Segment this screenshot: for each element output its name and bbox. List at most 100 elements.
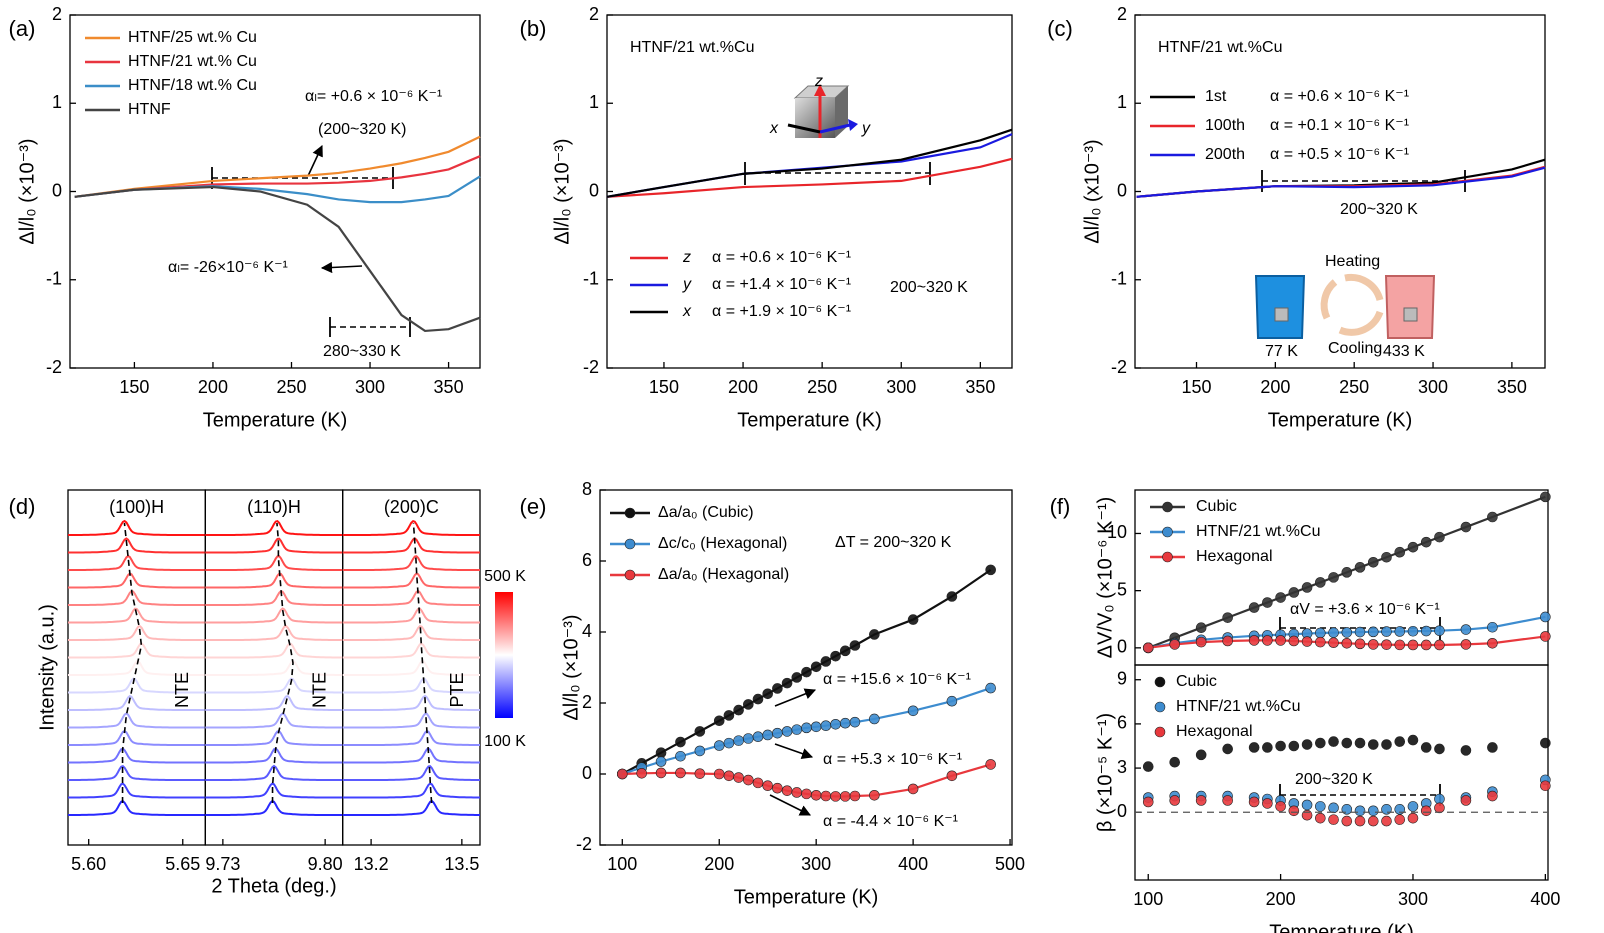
data-point: [772, 727, 783, 739]
legend-alpha: α = +0.5 × 10⁻⁶ K⁻¹: [1270, 146, 1409, 163]
colorbar-label: 100 K: [484, 733, 526, 750]
series-line: [74, 155, 481, 198]
data-point: [1487, 637, 1498, 649]
x-tick-label: 13.2: [354, 854, 389, 874]
x-tick-label: 150: [1181, 377, 1211, 397]
x-tick-label: 200: [704, 854, 734, 874]
y-tick-label: -2: [583, 357, 599, 377]
data-point: [1540, 611, 1551, 623]
colorbar-label: 500 K: [484, 568, 526, 585]
spectrum: [342, 589, 480, 606]
data-point: [1381, 739, 1392, 750]
spectrum: [342, 694, 480, 711]
y-tick-label: 6: [1117, 713, 1127, 733]
legend-marker: [1162, 551, 1173, 563]
data-point: [1367, 556, 1379, 568]
spectrum: [342, 765, 480, 781]
y-tick-label: 4: [582, 621, 592, 641]
cube-axis-label: y: [861, 120, 871, 137]
data-point: [1460, 795, 1472, 806]
data-point: [1420, 536, 1432, 548]
data-point: [1301, 582, 1313, 593]
data-point: [907, 614, 919, 625]
data-point: [1420, 625, 1432, 637]
spectrum: [342, 729, 480, 746]
data-point: [781, 785, 793, 796]
legend-alpha: α = +1.4 × 10⁻⁶ K⁻¹: [712, 276, 851, 293]
data-point: [1248, 602, 1260, 613]
data-point: [1407, 801, 1419, 812]
data-point: [1381, 626, 1392, 637]
spectrum: [68, 764, 206, 781]
y-tick-label: 2: [1117, 4, 1127, 24]
data-point: [1434, 743, 1445, 755]
data-point: [1315, 801, 1326, 812]
legend-label: x: [682, 303, 692, 320]
data-point: [810, 721, 822, 733]
subtitle: HTNF/21 wt.%Cu: [1158, 39, 1282, 56]
annotation: 200~320 K: [1340, 201, 1418, 218]
x-tick-label: 400: [898, 854, 928, 874]
spectrum: [342, 607, 480, 624]
data-point: [655, 767, 667, 779]
legend-alpha: α = +1.9 × 10⁻⁶ K⁻¹: [712, 303, 851, 320]
data-point: [1275, 740, 1286, 752]
data-point: [713, 768, 725, 780]
data-point: [839, 791, 851, 802]
spectrum: [205, 572, 343, 589]
data-point: [1407, 812, 1419, 824]
cube-axis-label: x: [769, 120, 779, 137]
data-point: [1315, 737, 1326, 749]
data-point: [1381, 639, 1392, 650]
subtitle: HTNF/21 wt.%Cu: [630, 39, 754, 56]
data-point: [1288, 635, 1300, 647]
data-point: [1301, 799, 1313, 811]
panel-label: (d): [9, 494, 36, 519]
y-tick-label: -2: [1111, 357, 1127, 377]
spectrum: [342, 799, 480, 816]
legend-label: Δa/a₀ (Hexagonal): [658, 566, 789, 583]
spectrum: [68, 799, 206, 816]
data-point: [752, 731, 764, 743]
data-point: [675, 750, 686, 762]
spectrum: [68, 589, 206, 606]
data-point: [1367, 639, 1379, 650]
x-tick-label: 150: [119, 377, 149, 397]
y-tick-label: 2: [589, 4, 599, 24]
spectrum: [205, 730, 343, 746]
x-tick-label: 9.73: [205, 854, 240, 874]
data-point: [830, 650, 841, 662]
legend-marker: [624, 507, 636, 519]
data-point: [1540, 491, 1551, 503]
data-point: [1248, 742, 1260, 753]
data-point: [1394, 736, 1406, 747]
data-point: [1142, 761, 1154, 772]
plot-frame: [1134, 664, 1549, 881]
legend-label: y: [682, 276, 692, 293]
data-point: [1394, 626, 1406, 637]
x-tick-label: 9.80: [308, 854, 343, 874]
x-tick-label: 100: [607, 854, 637, 874]
data-point: [1328, 814, 1339, 825]
data-point: [810, 789, 822, 801]
data-point: [1222, 743, 1233, 755]
data-point: [1460, 521, 1472, 533]
spectrum: [342, 555, 480, 571]
spectrum: [68, 694, 206, 711]
data-point: [1407, 734, 1419, 746]
data-point: [1328, 637, 1339, 648]
data-point: [743, 774, 754, 786]
data-point: [733, 735, 744, 746]
data-point: [655, 756, 667, 767]
effect-label: PTE: [447, 672, 467, 707]
data-point: [1328, 802, 1339, 814]
series-line: [606, 157, 1013, 198]
data-point: [694, 768, 706, 779]
legend-label: Hexagonal: [1196, 548, 1273, 565]
data-point: [1142, 796, 1154, 808]
data-point: [1354, 562, 1366, 573]
data-point: [616, 768, 628, 780]
data-point: [1540, 631, 1551, 642]
spectrum: [68, 625, 206, 641]
